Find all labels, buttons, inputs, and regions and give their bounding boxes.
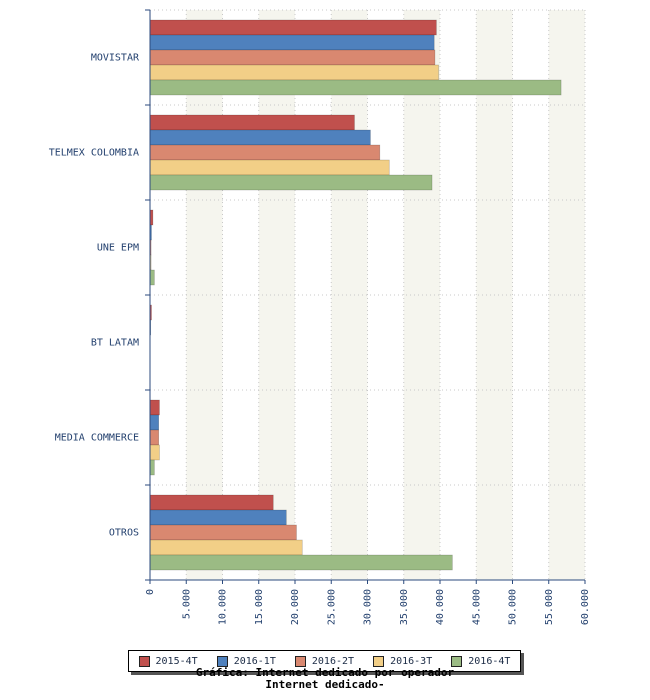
bar-2015-4T-telmex-colombia xyxy=(149,114,355,131)
x-tick-label: 40.000 xyxy=(435,589,446,625)
x-tick-label: 15.000 xyxy=(254,589,265,625)
category-label: MEDIA COMMERCE xyxy=(55,433,139,444)
bar-2016-1T-media-commerce xyxy=(149,414,159,431)
bar-2016-1T-movistar xyxy=(149,34,435,51)
x-tick-label: 45.000 xyxy=(471,589,482,625)
legend-item: 2016-4T xyxy=(451,655,511,667)
x-tick-label: 20.000 xyxy=(290,589,301,625)
x-tick-label: 60.000 xyxy=(580,589,591,625)
legend-swatch xyxy=(138,655,150,667)
legend-label: 2016-2T xyxy=(311,655,355,667)
legend-item: 2015-4T xyxy=(138,655,198,667)
x-tick-label: 5.000 xyxy=(181,589,192,619)
category-label: OTROS xyxy=(109,528,139,539)
legend-item: 2016-2T xyxy=(294,655,355,667)
bar-2016-4T-otros xyxy=(149,554,453,571)
x-tick-label: 0 xyxy=(145,589,156,595)
legend-label: 2015-4T xyxy=(155,655,198,667)
legend-item: 2016-1T xyxy=(216,655,276,667)
grid-band xyxy=(331,10,368,580)
category-label: TELMEX COLOMBIA xyxy=(49,148,139,159)
bar-2016-2T-telmex-colombia xyxy=(149,144,381,161)
grid-band xyxy=(258,10,295,580)
bar-2015-4T-movistar xyxy=(149,19,437,36)
bar-2015-4T-media-commerce xyxy=(149,399,160,416)
category-label: MOVISTAR xyxy=(91,53,140,64)
legend-label: 2016-3T xyxy=(390,655,433,667)
legend-swatch xyxy=(216,655,228,667)
legend-item: 2016-3T xyxy=(373,655,433,667)
bar-2016-1T-otros xyxy=(149,509,287,526)
bar-2016-3T-movistar xyxy=(149,64,439,81)
bar-2016-2T-media-commerce xyxy=(149,429,159,446)
x-tick-label: 10.000 xyxy=(218,589,229,625)
x-tick-label: 55.000 xyxy=(544,589,555,625)
legend-swatch xyxy=(294,655,306,667)
bar-2016-3T-otros xyxy=(149,539,303,556)
bar-2016-2T-movistar xyxy=(149,49,436,66)
chart-caption: Gráfica: Internet dedicado por operador … xyxy=(0,667,650,691)
bar-2016-4T-media-commerce xyxy=(149,459,155,476)
chart-title: Gráfica: Internet dedicado por operador xyxy=(195,666,455,679)
chart-subtitle: Internet dedicado- xyxy=(265,678,385,691)
bar-2016-2T-otros xyxy=(149,524,297,541)
bar-chart: MOVISTAR TELMEX COLOMBIA UNE EPM BT LATAM ME… xyxy=(49,9,591,625)
legend-label: 2016-4T xyxy=(468,655,511,667)
legend: 2015-4T 2016-1T 2016-2T 2016-3T 2016-4T xyxy=(128,650,521,672)
bar-2016-3T-telmex-colombia xyxy=(149,159,390,176)
x-tick-label: 30.000 xyxy=(363,589,374,625)
bar-2016-3T-media-commerce xyxy=(149,444,160,461)
legend-label: 2016-1T xyxy=(233,655,276,667)
bar-2016-4T-une-epm xyxy=(149,269,155,286)
x-tick-label: 25.000 xyxy=(326,589,337,625)
x-tick-label: 50.000 xyxy=(508,589,519,625)
bar-2016-1T-telmex-colombia xyxy=(149,129,371,146)
bar-2016-4T-movistar xyxy=(149,79,562,96)
legend-swatch xyxy=(373,655,385,667)
category-label: BT LATAM xyxy=(91,338,139,349)
grid-band xyxy=(186,10,223,580)
legend-swatch xyxy=(451,655,463,667)
x-tick-label: 35.000 xyxy=(399,589,410,625)
bar-2015-4T-otros xyxy=(149,494,274,511)
grid-band xyxy=(403,10,440,580)
bar-2016-4T-telmex-colombia xyxy=(149,174,433,191)
category-label: UNE EPM xyxy=(97,243,139,254)
